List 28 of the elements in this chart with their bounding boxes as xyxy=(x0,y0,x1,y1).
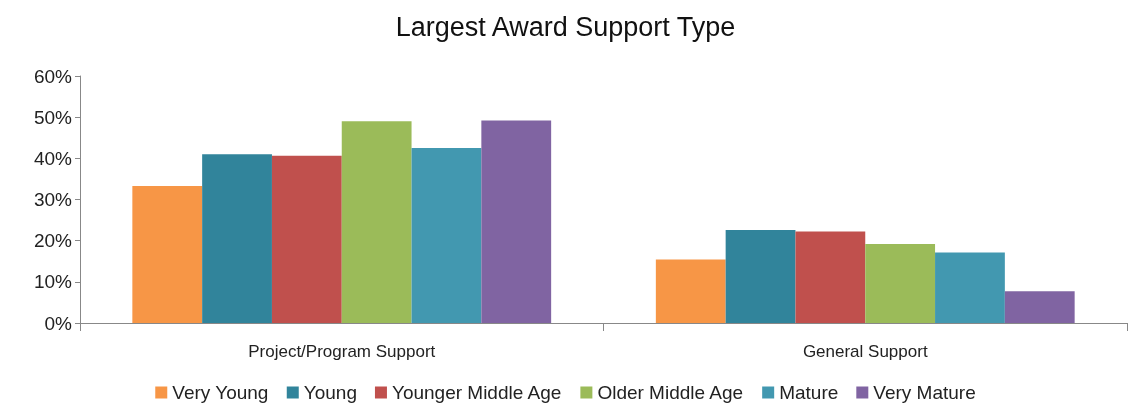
legend-label: Younger Middle Age xyxy=(391,382,562,403)
y-tick-label: 50% xyxy=(33,106,73,128)
bar xyxy=(655,259,726,323)
bar xyxy=(865,243,936,323)
bar xyxy=(411,148,482,323)
bar xyxy=(132,185,203,323)
legend-label: Older Middle Age xyxy=(597,382,744,403)
bar xyxy=(725,229,796,323)
y-tick-label: 60% xyxy=(33,65,73,87)
legend-label: Mature xyxy=(779,382,839,403)
legend-label: Young xyxy=(303,382,357,403)
y-tick-label: 0% xyxy=(44,312,73,334)
bar xyxy=(481,120,552,323)
bar xyxy=(935,252,1005,323)
y-tick-label: 20% xyxy=(33,230,73,252)
x-tick-label: General Support xyxy=(802,342,928,361)
legend-label: Very Young xyxy=(172,382,269,403)
bar xyxy=(795,231,866,323)
bar xyxy=(341,121,412,323)
bar xyxy=(1004,291,1075,323)
y-tick-label: 40% xyxy=(33,147,73,169)
legend-label: Very Mature xyxy=(873,382,976,403)
bar xyxy=(271,155,342,323)
y-tick-label: 30% xyxy=(33,189,73,210)
chart-title: Largest Award Support Type xyxy=(395,11,736,42)
y-tick-label: 10% xyxy=(33,271,73,293)
x-tick-label: Project/Program Support xyxy=(248,342,436,361)
bar xyxy=(202,154,272,323)
